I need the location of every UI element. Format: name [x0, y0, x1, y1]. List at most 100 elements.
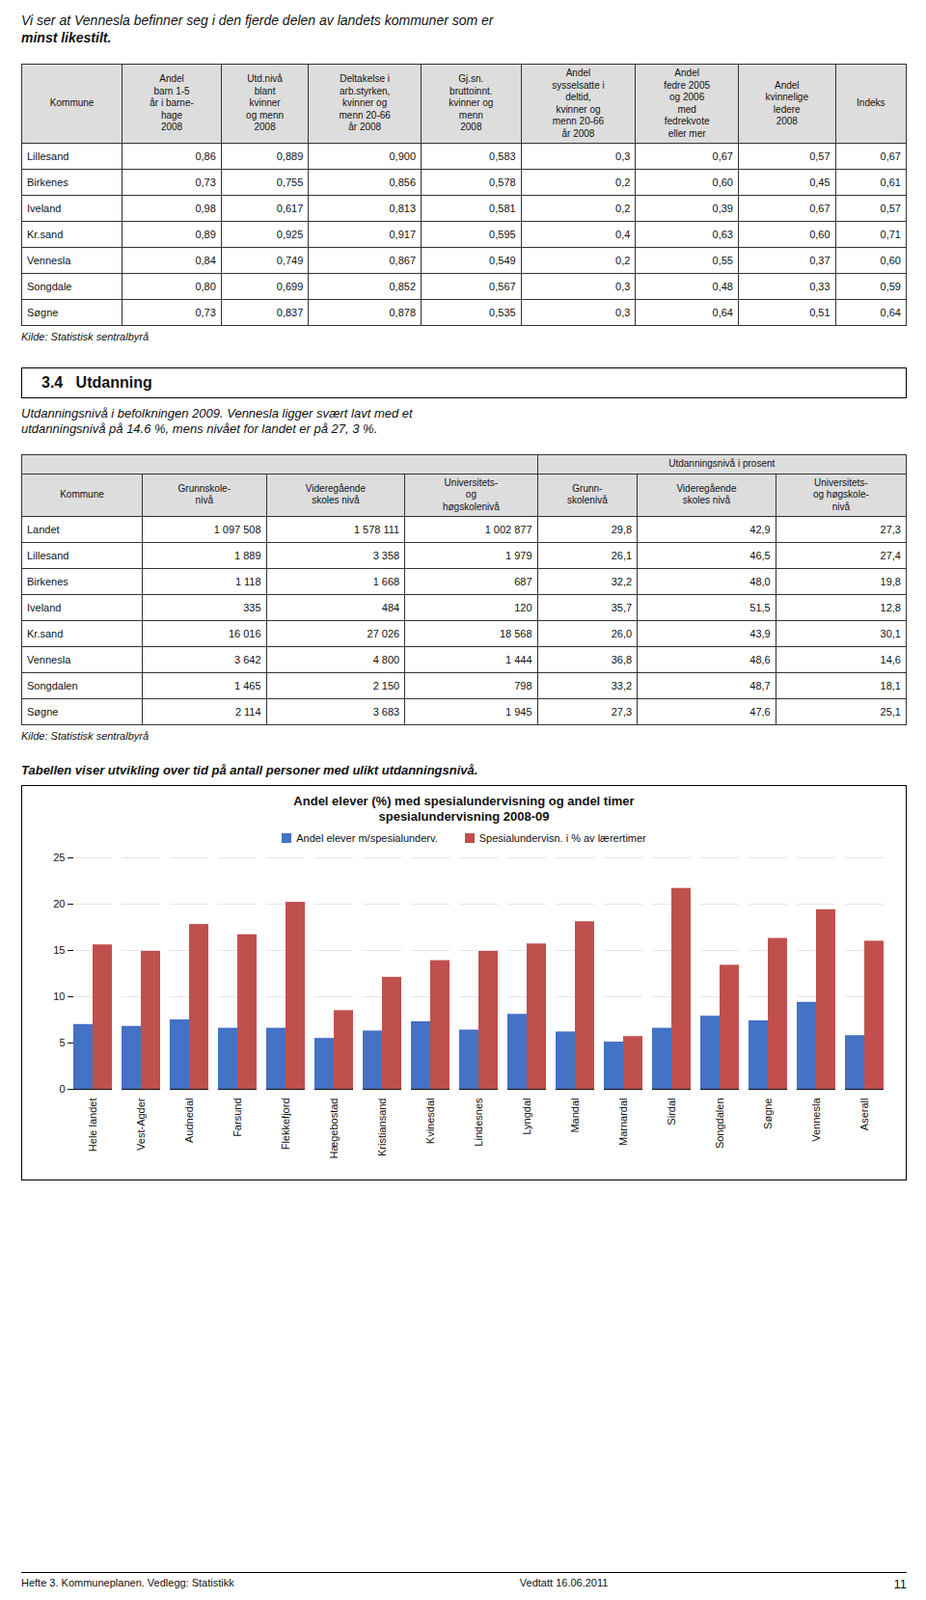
svg-text:Sirdal: Sirdal	[665, 1098, 678, 1126]
html-text:0,2: 0,2	[615, 202, 631, 215]
svg-text:Vest-Agder: Vest-Agder	[135, 1097, 147, 1151]
svg-text:Mandal: Mandal	[569, 1098, 581, 1134]
html-text:0,59: 0,59	[880, 280, 901, 293]
html-text:0,57: 0,57	[880, 202, 901, 215]
html-text:0,867: 0,867	[389, 254, 416, 267]
html-text:0,925: 0,925	[276, 228, 304, 241]
svg-text:Kvinesdal: Kvinesdal	[424, 1098, 436, 1145]
svg-text:20: 20	[53, 898, 65, 910]
html-text:0,583: 0,583	[489, 150, 516, 163]
html-text:Tabellen viser utvikling over: Tabellen viser utvikling over tid på ant…	[21, 762, 478, 778]
html-text:0,749: 0,749	[276, 254, 304, 267]
html-text:0,84: 0,84	[195, 254, 216, 267]
html-text:Andel fedre 2005 og 2006 med f: Andel fedre 2005 og 2006 med fedrekvote …	[663, 67, 710, 139]
html-text:Vi ser at Vennesla befinner se: Vi ser at Vennesla befinner seg i den fj…	[21, 12, 494, 28]
svg-text:Audnedal: Audnedal	[183, 1098, 195, 1144]
svg-text:Hele landet: Hele landet	[86, 1098, 99, 1153]
svg-text:Kristiansand: Kristiansand	[376, 1098, 388, 1158]
html-text:0,48: 0,48	[712, 280, 734, 293]
html-text:0,80: 0,80	[195, 280, 216, 293]
html-text:0,67: 0,67	[880, 150, 901, 163]
html-text:Songdale: Songdale	[27, 280, 72, 293]
html-text:0,45: 0,45	[809, 176, 831, 189]
html-text:0,852: 0,852	[389, 280, 416, 293]
html-text:0,60: 0,60	[880, 254, 901, 267]
svg-text:Hægebostad: Hægebostad	[327, 1098, 340, 1160]
html-text:3.4 Utdanning: 3.4 Utdanning	[41, 374, 153, 391]
html-text:Andel sysselsatte i deltid, kv: Andel sysselsatte i deltid, kvinner og m…	[551, 67, 605, 139]
svg-text:Aserall: Aserall	[858, 1098, 871, 1132]
html-text:0,71: 0,71	[880, 228, 901, 241]
html-text:Birkenes: Birkenes	[27, 176, 69, 189]
html-text:Lillesand: Lillesand	[27, 150, 69, 163]
html-text:0,900: 0,900	[389, 150, 416, 163]
html-text:0,617: 0,617	[276, 202, 304, 215]
html-text:0,567: 0,567	[489, 280, 516, 293]
html-text:0,813: 0,813	[389, 202, 416, 215]
html-text:Utdanningsnivå i befolkningen: Utdanningsnivå i befolkningen 2009. Venn…	[21, 406, 413, 421]
html-text:0,89: 0,89	[195, 228, 216, 241]
html-text:utdanningsnivå på 14.6 %, mens: utdanningsnivå på 14.6 %, mens nivået fo…	[21, 421, 378, 436]
html-text:0,3: 0,3	[615, 150, 631, 163]
svg-text:15: 15	[53, 944, 65, 956]
svg-text:10: 10	[53, 990, 65, 1003]
svg-text:Farsund: Farsund	[231, 1098, 244, 1138]
html-text:0,61: 0,61	[880, 176, 901, 189]
html-text:Grunnskole- nivå: Grunnskole- nivå	[177, 483, 231, 506]
html-text:0,699: 0,699	[276, 280, 304, 293]
html-text:0,578: 0,578	[489, 176, 516, 189]
svg-text:5: 5	[58, 1036, 65, 1049]
html-text:0,37: 0,37	[809, 254, 831, 267]
svg-text:Marnardal: Marnardal	[617, 1098, 629, 1147]
html-text:Kr.sand: Kr.sand	[27, 228, 63, 241]
html-text:0,889: 0,889	[276, 150, 304, 163]
svg-text:Flekkefjord: Flekkefjord	[279, 1098, 292, 1151]
html-text:0,55: 0,55	[712, 254, 734, 267]
html-text:Vennesla: Vennesla	[27, 254, 71, 267]
html-text:Universitets- og høgskolenivå: Universitets- og høgskolenivå	[442, 476, 500, 512]
html-text:0,595: 0,595	[489, 228, 516, 241]
html-text:0,2: 0,2	[615, 254, 631, 267]
svg-text:Vennesla: Vennesla	[810, 1097, 822, 1143]
html-text:0,581: 0,581	[489, 202, 516, 215]
svg-text:Lindesnes: Lindesnes	[472, 1097, 485, 1147]
html-text:Deltakelse i arb.styrken, kvin: Deltakelse i arb.styrken, kvinner og men…	[339, 73, 391, 133]
html-text:0,755: 0,755	[276, 176, 304, 189]
html-text:0,60: 0,60	[712, 176, 734, 189]
html-text:0,2: 0,2	[615, 176, 631, 189]
svg-text:0: 0	[58, 1083, 65, 1095]
html-text:Universitets- og høgskole- niv: Universitets- og høgskole- nivå	[813, 476, 869, 512]
html-text:Andel barn 1-5 år i barne- hag: Andel barn 1-5 år i barne- hage 2008	[149, 73, 194, 133]
html-text:0,67: 0,67	[809, 202, 831, 215]
html-text:0,67: 0,67	[712, 150, 734, 163]
html-text:Videregående skoles nivå: Videregående skoles nivå	[676, 483, 737, 506]
html-text:0,4: 0,4	[615, 228, 631, 241]
html-text:0,73: 0,73	[195, 176, 216, 189]
html-text:Grunn- skolenivå: Grunn- skolenivå	[567, 483, 608, 506]
html-text:0,60: 0,60	[809, 228, 831, 241]
html-text:0,98: 0,98	[195, 202, 216, 215]
html-text:0,33: 0,33	[809, 280, 831, 293]
html-text:Søgne: Søgne	[27, 306, 59, 319]
html-text:0,549: 0,549	[489, 254, 516, 267]
html-text:Gj.sn. bruttoinnt. kvinner og: Gj.sn. bruttoinnt. kvinner og menn 2008	[448, 73, 494, 133]
html-text:minst likestilt.: minst likestilt.	[21, 29, 112, 46]
html-text:0,856: 0,856	[389, 176, 416, 189]
html-text:Andel kvinnelige ledere 2008: Andel kvinnelige ledere 2008	[765, 79, 809, 127]
svg-text:Songdalen: Songdalen	[713, 1098, 726, 1150]
html-text:0,917: 0,917	[389, 228, 416, 241]
html-text:Videregående skoles nivå: Videregående skoles nivå	[305, 483, 366, 506]
html-text:0,39: 0,39	[712, 202, 734, 215]
svg-text:25: 25	[53, 851, 65, 864]
svg-text:Lyngdal: Lyngdal	[520, 1098, 533, 1136]
html-text:0,73: 0,73	[195, 306, 216, 319]
html-text:Utd.nivå blant kvinner og menn: Utd.nivå blant kvinner og menn 2008	[246, 73, 284, 133]
html-text:0,86: 0,86	[195, 150, 216, 163]
html-text:Andel elever (%) med spesialun: Andel elever (%) med spesialundervisning…	[293, 793, 635, 824]
html-text:0,3: 0,3	[615, 280, 631, 293]
html-text:0,57: 0,57	[809, 150, 831, 163]
html-text:Iveland: Iveland	[27, 202, 62, 215]
html-text:11: 11	[893, 1577, 907, 1592]
svg-text:Søgne: Søgne	[762, 1098, 774, 1130]
html-text:0,63: 0,63	[712, 228, 734, 241]
